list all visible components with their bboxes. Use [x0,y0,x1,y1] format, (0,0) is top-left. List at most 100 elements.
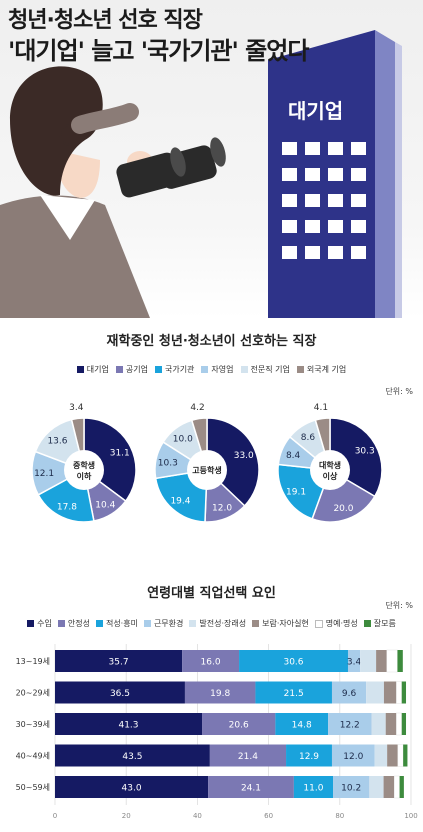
bar-section-title: 연령대별 직업선택 요인 [147,586,276,601]
bar-value-label: 14.8 [292,721,312,731]
bar-segment [376,650,387,672]
bar-value-label: 41.3 [118,721,138,731]
bar-segment [286,744,332,767]
pie-legend-item: 자영업 [201,364,234,375]
pie-slice-label: 10.0 [173,435,193,445]
bar-segment [396,712,402,736]
pie-slice-label: 20.0 [333,504,353,514]
bar-legend-item: 수입 [27,618,52,629]
bar-segment [255,681,332,704]
hero-title-line1: 청년·청소년 선호 직장 [8,8,203,33]
bar-segment [55,681,185,704]
bar-value-label: 11.0 [303,784,323,794]
bar-segment [331,744,375,767]
pie-center-hole [187,450,227,490]
pie-slice-label: 17.8 [57,503,77,513]
pie-slice-label: 8.4 [286,451,301,461]
bar-unit: 단위: % [385,601,413,610]
pie-slice-label: 33.0 [234,451,254,461]
pie-slice-label: 10.4 [95,500,115,510]
bar-value-label: 3.4 [347,658,362,668]
bar-value-label: 43.5 [122,752,142,762]
bar-value-label: 35.7 [109,658,129,668]
bar-segment [275,713,329,735]
pie-center-label: 고등학생 [192,465,221,475]
bar-segment [184,681,256,704]
bar-value-label: 43.0 [122,784,142,794]
bar-segment [383,681,397,704]
pie-center-hole [64,450,104,490]
pie-legend: 대기업 공기업 국가기관 자영업 전문직 기업 외국계 기업 [0,364,423,375]
x-tick-label: 20 [122,812,131,820]
hero-title: 청년·청소년 선호 직장 '대기업' 늘고 '국가기관' 줄었다 [8,6,309,66]
bar-segment [397,744,404,767]
bar-value-label: 36.5 [110,689,130,699]
bar-segment [55,650,183,672]
bar-segment [399,776,404,798]
pie-legend-item: 전문직 기업 [240,364,290,375]
bar-segment [396,681,402,704]
bar-value-label: 24.1 [241,784,261,794]
x-tick-label: 80 [335,812,344,820]
bar-segment [293,776,334,798]
pie-slice-label: 3.4 [69,403,84,413]
pie-legend-item: 대기업 [76,364,109,375]
bar-value-label: 9.6 [342,689,357,699]
building-side [375,30,395,318]
building-windows [282,142,366,259]
category-label: 13~19세 [16,657,50,666]
pie-slice-label: 19.1 [286,488,306,498]
bar-segment [55,713,203,735]
bar-segment [401,681,407,704]
pie-slice-label: 8.6 [301,433,316,443]
bar-legend-item: 보람·자아실현 [252,618,309,629]
bar-segment [394,775,400,799]
bar-segment [328,713,372,735]
bar-segment [387,744,398,767]
bar-segment [333,776,370,798]
bar-value-label: 12.9 [299,752,319,762]
bar-value-label: 16.0 [201,658,221,668]
pie-slice [83,417,137,503]
bar-segment [383,776,395,798]
bar-segment [55,776,209,798]
building-edge [395,42,402,318]
bar-legend: 수입 안정성 적성·흥미 근무환경 발전성·장래성 보람·자아실현 명예·명성 … [0,618,423,629]
pie-legend-item: 외국계 기업 [296,364,346,375]
stacked-bar-chart: 0 20 40 60 80 100 13~19세 35.7 16.0 30.6 3.4 20~29세 3… [16,644,418,820]
pie-slice-label: 19.4 [170,496,190,506]
pie-slice-label: 31.1 [110,449,130,459]
bar-segment [366,681,384,704]
bar-segment [401,713,407,735]
pie-center-label: 대학생 [319,460,341,470]
hero-illustration: 대기업 [0,30,402,318]
bar-segment [403,744,408,767]
pie-slice-label: 4.2 [190,403,204,413]
bar-segment [397,650,403,672]
bar-legend-item: 잘모름 [363,618,396,629]
bar-value-label: 21.5 [284,689,304,699]
bar-value-label: 21.4 [238,752,258,762]
bar-value-label: 30.6 [283,658,303,668]
pie-center-label: 이상 [323,471,338,481]
pie-unit: 단위: % [385,387,413,396]
x-tick-label: 100 [404,812,417,820]
bar-segment [331,681,367,704]
bar-segment [202,713,276,735]
bar-value-label: 12.2 [340,721,360,731]
x-tick-label: 0 [53,812,57,820]
bar-legend-item: 안정성 [57,618,90,629]
bar-segment [360,650,377,672]
bar-segment [369,776,384,798]
pie-slice-label: 4.1 [314,403,328,413]
x-tick-label: 60 [264,812,273,820]
building-sign: 대기업 [288,99,343,123]
bar-value-label: 12.0 [343,752,363,762]
bar-value-label: 10.2 [341,784,361,794]
x-tick-label: 40 [193,812,202,820]
category-label: 30~39세 [16,720,50,729]
pie-legend-item: 국가기관 [154,364,194,375]
pie-slice-label: 12.0 [212,504,232,514]
pie-center-label: 중학생 [73,460,95,470]
